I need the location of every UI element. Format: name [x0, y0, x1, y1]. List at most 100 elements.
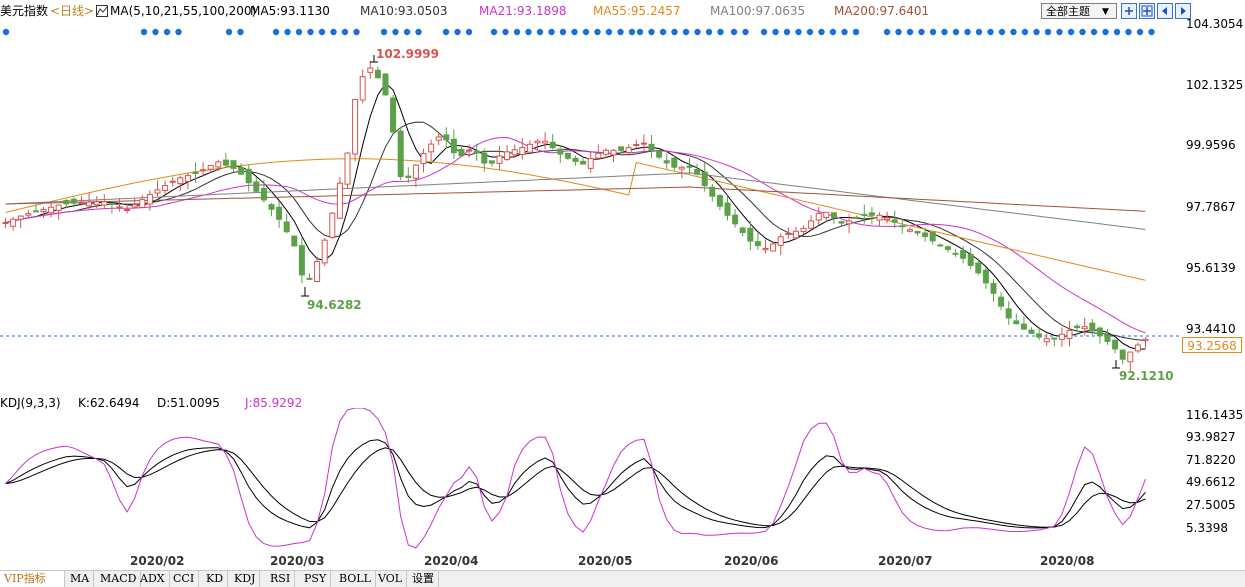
candle[interactable] [1096, 327, 1103, 337]
candle[interactable] [154, 189, 161, 194]
candle[interactable] [283, 221, 290, 233]
candle[interactable] [937, 244, 944, 247]
tab-adx[interactable]: ADX [136, 571, 170, 587]
period-selector[interactable]: <日线> [50, 4, 95, 18]
candle[interactable] [215, 161, 222, 168]
candle[interactable] [823, 211, 830, 218]
candle[interactable] [511, 149, 518, 156]
event-dot[interactable] [941, 28, 948, 36]
event-dot[interactable] [964, 28, 971, 36]
candle[interactable] [587, 158, 594, 169]
event-dot[interactable] [730, 28, 738, 36]
candle[interactable] [162, 185, 169, 191]
candle[interactable] [101, 201, 108, 206]
candle[interactable] [542, 140, 549, 144]
candle[interactable] [412, 164, 419, 179]
candle[interactable] [739, 227, 746, 233]
candle[interactable] [1043, 338, 1050, 343]
event-dot[interactable] [1033, 28, 1040, 36]
candle[interactable] [124, 209, 131, 212]
tab-rsi[interactable]: RSI [266, 571, 296, 587]
candle[interactable] [785, 232, 792, 235]
next-button[interactable] [1175, 3, 1191, 19]
event-dot[interactable] [392, 28, 399, 36]
tab-cci[interactable]: CCI [169, 571, 200, 587]
event-dot[interactable] [548, 28, 555, 36]
zoom-out-button[interactable] [1139, 3, 1155, 19]
candle[interactable] [146, 193, 153, 205]
event-dot[interactable] [636, 28, 644, 36]
candle[interactable] [891, 219, 898, 223]
candle[interactable] [960, 250, 967, 259]
candle[interactable] [922, 232, 929, 238]
candle[interactable] [1028, 329, 1035, 334]
event-dot[interactable] [295, 28, 303, 36]
theme-select[interactable]: 全部主题 ▼ [1041, 3, 1117, 19]
candle[interactable] [686, 165, 693, 168]
event-dot[interactable] [571, 28, 578, 36]
tab-psy[interactable]: PSY [300, 571, 332, 587]
candle[interactable] [291, 235, 298, 247]
tab-kd[interactable]: KD [202, 571, 229, 587]
candle[interactable] [397, 130, 404, 178]
candle[interactable] [1104, 334, 1111, 343]
event-dot[interactable] [818, 28, 825, 36]
candle[interactable] [861, 213, 868, 216]
candle[interactable] [40, 208, 47, 213]
candle[interactable] [306, 277, 313, 280]
candle[interactable] [496, 155, 503, 164]
candle[interactable] [93, 201, 100, 206]
candle[interactable] [374, 69, 381, 79]
candle[interactable] [564, 152, 571, 159]
candle[interactable] [276, 206, 283, 220]
candle[interactable] [982, 269, 989, 284]
candle[interactable] [830, 212, 837, 219]
candle[interactable] [1066, 329, 1073, 339]
event-dot[interactable] [1067, 28, 1075, 36]
candle[interactable] [1127, 351, 1134, 363]
candle[interactable] [716, 195, 723, 207]
event-dot[interactable] [617, 28, 624, 36]
event-dot[interactable] [705, 28, 713, 36]
candle[interactable] [754, 241, 761, 247]
candle[interactable] [245, 168, 252, 184]
candle[interactable] [200, 169, 207, 172]
candle[interactable] [602, 149, 609, 155]
candle[interactable] [405, 175, 412, 178]
event-dot[interactable] [671, 28, 678, 36]
event-dot[interactable] [403, 28, 411, 36]
event-dot[interactable] [694, 28, 701, 36]
candle[interactable] [762, 247, 769, 251]
candle[interactable] [884, 217, 891, 221]
candle[interactable] [17, 215, 24, 220]
candle[interactable] [504, 151, 511, 160]
candle[interactable] [618, 146, 625, 151]
candle[interactable] [1081, 326, 1088, 330]
event-dot[interactable] [341, 28, 349, 36]
candle[interactable] [458, 148, 465, 157]
event-dot[interactable] [742, 28, 749, 36]
candle[interactable] [663, 160, 670, 164]
candle[interactable] [1020, 323, 1027, 330]
event-dot[interactable] [525, 28, 532, 36]
candle[interactable] [747, 227, 754, 242]
candle[interactable] [580, 160, 587, 165]
candle[interactable] [671, 157, 678, 168]
event-dot[interactable] [841, 28, 848, 36]
candle[interactable] [1134, 344, 1141, 352]
candle[interactable] [1005, 308, 1012, 319]
event-dot[interactable] [795, 28, 802, 36]
candle[interactable] [352, 98, 359, 155]
event-dot[interactable] [717, 28, 724, 36]
event-dot[interactable] [465, 28, 473, 36]
candle[interactable] [732, 214, 739, 225]
tab-vol[interactable]: VOL [374, 571, 408, 587]
candle[interactable] [770, 243, 777, 252]
candle[interactable] [777, 236, 784, 246]
event-dot[interactable] [140, 28, 148, 36]
candle[interactable] [108, 202, 115, 205]
candle[interactable] [998, 296, 1005, 307]
event-dot[interactable] [906, 28, 914, 36]
event-dot[interactable] [594, 28, 601, 36]
tab-ma[interactable]: MA [66, 571, 95, 587]
